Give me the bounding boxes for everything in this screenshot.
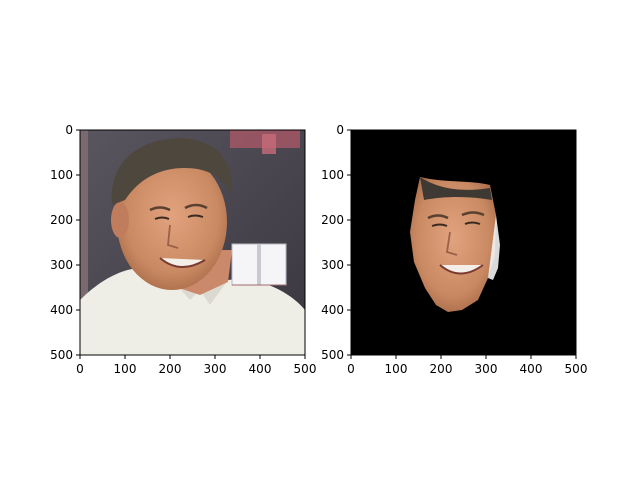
left-x-tick-label: 300 bbox=[204, 362, 227, 376]
right-x-tick-label: 400 bbox=[520, 362, 543, 376]
left-axes-frame bbox=[79, 129, 306, 356]
left-x-tick-label: 0 bbox=[76, 362, 84, 376]
right-y-tick-label: 100 bbox=[321, 168, 344, 182]
segmented-face bbox=[351, 130, 576, 355]
left-x-tick-label: 200 bbox=[159, 362, 182, 376]
left-x-tick-label: 100 bbox=[114, 362, 137, 376]
right-axes-frame bbox=[350, 129, 577, 356]
right-y-tick-label: 400 bbox=[321, 303, 344, 317]
right-y-tick-label: 500 bbox=[321, 348, 344, 362]
right-x-tick-label: 300 bbox=[475, 362, 498, 376]
right-x-tick-label: 100 bbox=[385, 362, 408, 376]
face-photo bbox=[80, 130, 305, 355]
right-x-tick-label: 0 bbox=[347, 362, 355, 376]
right-y-tick-label: 300 bbox=[321, 258, 344, 272]
right-x-tick-label: 500 bbox=[565, 362, 588, 376]
left-y-tick-label: 100 bbox=[50, 168, 73, 182]
left-y-tick-label: 400 bbox=[50, 303, 73, 317]
right-y-tick-label: 200 bbox=[321, 213, 344, 227]
right-y-tick-label: 0 bbox=[336, 123, 344, 137]
left-y-tick-label: 500 bbox=[50, 348, 73, 362]
left-x-tick-label: 500 bbox=[294, 362, 317, 376]
left-y-tick-label: 200 bbox=[50, 213, 73, 227]
left-y-tick-label: 0 bbox=[65, 123, 73, 137]
right-x-tick-label: 200 bbox=[430, 362, 453, 376]
left-x-tick-label: 400 bbox=[249, 362, 272, 376]
left-y-tick-label: 300 bbox=[50, 258, 73, 272]
